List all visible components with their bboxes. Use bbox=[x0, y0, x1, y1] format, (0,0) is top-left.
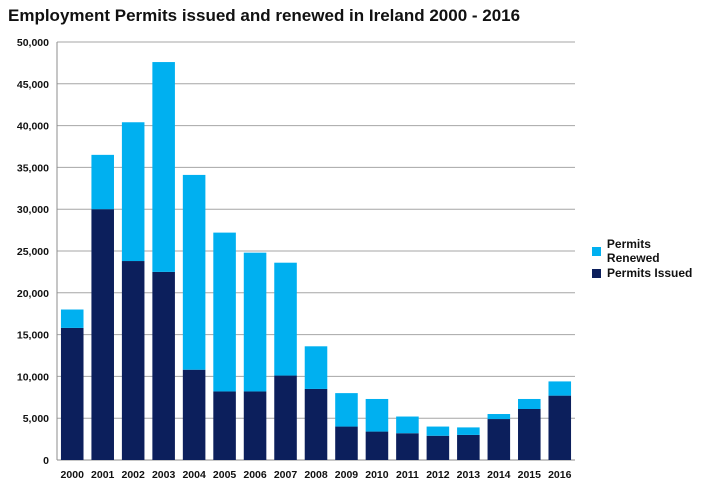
bar-permits-renewed-2010 bbox=[365, 398, 389, 432]
y-tick-label: 20,000 bbox=[17, 288, 49, 300]
x-tick-label: 2000 bbox=[61, 469, 85, 481]
x-tick-label: 2003 bbox=[152, 469, 176, 481]
y-tick-label: 10,000 bbox=[17, 371, 49, 383]
x-tick-label: 2009 bbox=[335, 469, 359, 481]
x-tick-label: 2011 bbox=[396, 469, 419, 481]
bar-permits-issued-2013 bbox=[457, 434, 480, 460]
bar-permits-issued-2015 bbox=[518, 409, 541, 460]
y-tick-labels: 0 5,000 10,000 15,000 20,000 25,000 30,000 35,0… bbox=[17, 37, 49, 467]
bar-permits-renewed-2005 bbox=[213, 232, 236, 392]
x-tick-label: 2002 bbox=[121, 469, 145, 481]
bar-permits-renewed-2015 bbox=[518, 398, 541, 409]
bar-permits-issued-2008 bbox=[304, 388, 328, 460]
y-tick-label: 40,000 bbox=[17, 121, 49, 133]
bar-permits-issued-2014 bbox=[487, 419, 511, 460]
bar-permits-renewed-2003 bbox=[152, 62, 175, 272]
bar-permits-issued-2000 bbox=[60, 327, 84, 460]
y-tick-label: 5,000 bbox=[23, 413, 49, 425]
bar-permits-renewed-2007 bbox=[274, 262, 297, 376]
bar-permits-renewed-2006 bbox=[243, 252, 267, 392]
bar-permits-issued-2004 bbox=[182, 369, 206, 460]
legend-item-permits-renewed: Permits Renewed bbox=[592, 237, 706, 265]
bar-permits-issued-2010 bbox=[365, 431, 389, 460]
bar-permits-issued-2002 bbox=[121, 261, 145, 460]
bar-permits-issued-2007 bbox=[274, 375, 297, 460]
x-tick-labels: 2000 2001 2002 2003 2004 2005 2006 2007 2008 2009… bbox=[61, 469, 572, 481]
bar-permits-issued-2003 bbox=[152, 271, 175, 460]
y-tick-label: 25,000 bbox=[17, 246, 49, 258]
x-tick-label: 2016 bbox=[548, 469, 572, 481]
bar-permits-issued-2011 bbox=[396, 433, 419, 460]
legend-swatch-renewed bbox=[592, 246, 601, 256]
x-tick-label: 2008 bbox=[304, 469, 328, 481]
y-tick-label: 45,000 bbox=[17, 79, 49, 91]
bar-permits-renewed-2009 bbox=[335, 393, 358, 427]
bar-permits-renewed-2011 bbox=[396, 416, 419, 434]
x-tick-label: 2012 bbox=[426, 469, 450, 481]
bar-permits-issued-2005 bbox=[213, 391, 236, 460]
x-tick-label: 2005 bbox=[213, 469, 237, 481]
x-tick-label: 2014 bbox=[487, 469, 511, 481]
x-tick-label: 2006 bbox=[243, 469, 267, 481]
bar-permits-renewed-2014 bbox=[487, 414, 511, 420]
legend-label-renewed: Permits Renewed bbox=[606, 237, 660, 265]
legend-label-issued: Permits Issued bbox=[607, 266, 693, 280]
x-tick-label: 2004 bbox=[182, 469, 206, 481]
chart-title: Employment Permits issued and renewed in… bbox=[8, 6, 521, 25]
bar-permits-issued-2016 bbox=[548, 395, 572, 460]
bar-permits-renewed-2000 bbox=[60, 309, 84, 328]
x-tick-label: 2015 bbox=[518, 469, 542, 481]
y-tick-label: 35,000 bbox=[17, 162, 49, 174]
bar-permits-renewed-2013 bbox=[457, 427, 480, 435]
bar-permits-renewed-2016 bbox=[548, 381, 572, 396]
bar-permits-renewed-2008 bbox=[304, 346, 328, 389]
legend: Permits Renewed Permits Issued bbox=[592, 237, 706, 284]
x-tick-label: 2001 bbox=[91, 469, 115, 481]
legend-swatch-issued bbox=[592, 268, 601, 278]
bar-permits-renewed-2004 bbox=[182, 174, 206, 370]
bar-permits-renewed-2012 bbox=[426, 426, 450, 436]
bar-permits-issued-2012 bbox=[426, 435, 450, 460]
bar-permits-renewed-2001 bbox=[91, 154, 114, 210]
bars bbox=[60, 62, 572, 460]
bar-permits-issued-2001 bbox=[91, 209, 114, 460]
y-tick-label: 50,000 bbox=[17, 37, 49, 49]
bar-permits-renewed-2002 bbox=[121, 122, 145, 262]
x-tick-label: 2010 bbox=[365, 469, 389, 481]
y-tick-label: 0 bbox=[43, 455, 49, 467]
y-tick-label: 30,000 bbox=[17, 204, 49, 216]
x-tick-label: 2013 bbox=[457, 469, 481, 481]
bar-permits-issued-2009 bbox=[335, 426, 358, 460]
bar-permits-issued-2006 bbox=[243, 391, 267, 460]
y-tick-label: 15,000 bbox=[17, 330, 49, 342]
legend-item-permits-issued: Permits Issued bbox=[592, 262, 706, 284]
x-tick-label: 2007 bbox=[274, 469, 298, 481]
